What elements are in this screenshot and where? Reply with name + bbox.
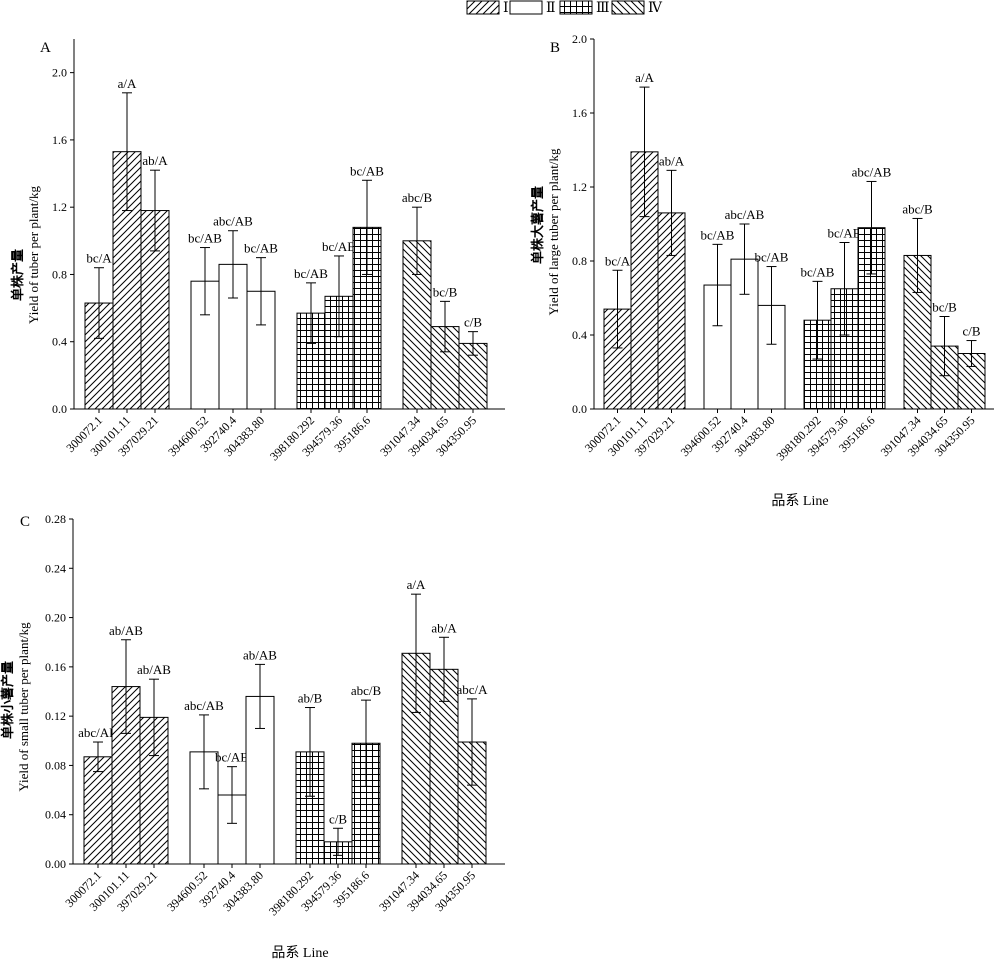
panel-c-ytick-label: 0.24: [45, 561, 66, 575]
panel-c-data-label: abc/A: [456, 682, 488, 697]
panel-c-ylabel-en: Yield of small tuber per plant/kg: [16, 622, 31, 792]
panel-a-data-label: bc/AB: [322, 239, 356, 254]
panel-b-xlabel: 品系 Line: [771, 493, 828, 509]
legend: Ⅰ Ⅱ Ⅲ Ⅳ: [466, 0, 663, 16]
panel-a-ylabel-en: Yield of tuber per plant/kg: [26, 186, 41, 324]
panel-b-data-label: bc/AB: [801, 264, 835, 279]
panel-a-data-label: ab/A: [142, 153, 168, 168]
panel-a-ytick-label: 2.0: [52, 66, 67, 80]
panel-a-data-label: abc/B: [402, 190, 433, 205]
panel-a: A 单株产量 Yield of tuber per plant/kg 0.0 0.…: [10, 39, 505, 463]
panel-a-data-label: bc/AB: [350, 163, 384, 178]
panel-c: C 单株小薯产量 Yield of small tuber per plant/…: [0, 512, 505, 961]
panel-a-bar: [402, 240, 432, 410]
panel-b-letter: B: [550, 40, 560, 56]
legend-label-1: Ⅰ: [503, 1, 509, 16]
panel-c-letter: C: [20, 514, 30, 530]
panel-b-ytick-label: 1.2: [572, 180, 587, 194]
panel-b-ylabel-cn: 单株大薯产量: [530, 186, 545, 264]
panel-c-ytick-label: 0.00: [45, 857, 66, 871]
panel-c-data-label: abc/AB: [184, 698, 224, 713]
panel-c-bar: [83, 756, 113, 865]
panel-b-data-label: abc/AB: [725, 207, 765, 222]
legend-label-2: Ⅱ: [546, 1, 556, 16]
legend-swatch-4: [611, 0, 645, 15]
panel-a-data-label: bc/AB: [244, 241, 278, 256]
panel-b-ytick-label: 0.0: [572, 402, 587, 416]
panel-a-ytick-label: 0.4: [52, 335, 67, 349]
legend-swatch-2: [509, 0, 543, 15]
panel-b-data-label: abc/AB: [852, 164, 892, 179]
panel-c-ytick-label: 0.04: [45, 808, 66, 822]
panel-b-ytick-label: 0.8: [572, 254, 587, 268]
panel-a-data-label: bc/A: [86, 251, 112, 266]
panel-a-ytick-label: 1.6: [52, 133, 67, 147]
panel-b: B 单株大薯产量 Yield of large tuber per plant/…: [530, 32, 994, 509]
panel-a-data-label: abc/AB: [213, 214, 253, 229]
panel-c-data-label: ab/A: [431, 620, 457, 635]
panel-c-data-label: ab/AB: [137, 662, 171, 677]
panel-b-plot: 0.00.40.81.21.62.0bc/A300072.1a/A300101.…: [572, 32, 994, 463]
panel-b-data-label: ab/A: [659, 153, 685, 168]
panel-a-letter: A: [40, 40, 51, 56]
panel-b-data-label: a/A: [635, 70, 654, 85]
panel-c-data-label: bc/AB: [215, 750, 249, 765]
panel-a-ylabel-cn: 单株产量: [10, 249, 25, 301]
panel-a-ytick-label: 0.0: [52, 402, 67, 416]
panel-a-data-label: bc/AB: [294, 266, 328, 281]
panel-c-data-label: c/B: [329, 811, 347, 826]
panel-a-data-label: c/B: [464, 315, 482, 330]
panel-c-ytick-label: 0.20: [45, 611, 66, 625]
panel-c-data-label: abc/AB: [78, 725, 118, 740]
panel-b-ytick-label: 0.4: [572, 328, 587, 342]
panel-c-ytick-label: 0.28: [45, 512, 66, 526]
legend-label-4: Ⅳ: [648, 1, 663, 16]
panel-a-ytick-label: 1.2: [52, 200, 67, 214]
legend-label-3: Ⅲ: [596, 1, 610, 16]
legend-swatch-3: [559, 0, 593, 15]
panel-b-data-label: c/B: [962, 324, 980, 339]
panel-a-plot: 0.00.40.81.21.62.0bc/A300072.1a/A300101.…: [52, 39, 505, 463]
panel-b-data-label: abc/B: [902, 201, 933, 216]
panel-b-data-label: bc/B: [932, 300, 957, 315]
panel-c-ytick-label: 0.16: [45, 660, 66, 674]
panel-c-ytick-label: 0.12: [45, 709, 66, 723]
panel-b-data-label: bc/AB: [701, 227, 735, 242]
panel-c-ylabel-cn: 单株小薯产量: [0, 661, 15, 739]
panel-c-data-label: ab/AB: [243, 647, 277, 662]
panel-b-data-label: bc/AB: [828, 226, 862, 241]
legend-swatch-1: [466, 0, 500, 15]
panel-b-ylabel-en: Yield of large tuber per plant/kg: [546, 148, 561, 315]
panel-c-plot: 0.000.040.080.120.160.200.240.28abc/AB30…: [45, 512, 505, 918]
panel-a-ytick-label: 0.8: [52, 267, 67, 281]
panel-c-xlabel: 品系 Line: [271, 945, 328, 961]
panel-b-ytick-label: 2.0: [572, 32, 587, 46]
panel-a-data-label: bc/B: [433, 284, 458, 299]
panel-c-data-label: abc/B: [351, 683, 382, 698]
panel-c-data-label: ab/B: [298, 691, 323, 706]
panel-b-ytick-label: 1.6: [572, 106, 587, 120]
panel-c-ytick-label: 0.08: [45, 758, 66, 772]
panel-a-data-label: bc/AB: [188, 231, 222, 246]
panel-b-data-label: bc/AB: [755, 250, 789, 265]
panel-c-data-label: a/A: [407, 577, 426, 592]
panel-c-data-label: ab/AB: [109, 623, 143, 638]
panel-b-data-label: bc/A: [605, 253, 631, 268]
panel-a-data-label: a/A: [118, 76, 137, 91]
